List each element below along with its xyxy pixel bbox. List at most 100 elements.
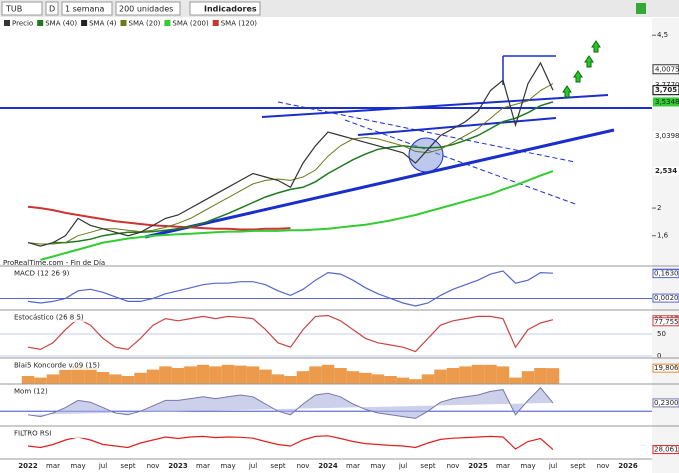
blai5-bar [346, 371, 360, 384]
x-tick-label: 2023 [168, 462, 188, 470]
x-tick-label: may [370, 462, 385, 470]
indicator-line [27, 435, 554, 451]
blai5-bar [359, 372, 372, 384]
blai5-bar [484, 364, 497, 384]
blai5-bar [409, 379, 422, 384]
blai5-bar [259, 369, 272, 384]
blai5-bar [384, 376, 397, 384]
y-tick-label: 2 [657, 204, 661, 212]
blai5-bar [134, 372, 147, 384]
blai5-bar [184, 366, 197, 384]
blai5-bar [521, 371, 535, 384]
panel-title: FILTRO RSI [14, 430, 51, 438]
x-tick-label: jul [248, 462, 257, 470]
x-tick-label: sept [270, 462, 285, 470]
x-tick-label: nov [297, 462, 310, 470]
mom-line [27, 387, 554, 419]
price-label-bg [653, 131, 679, 141]
icon[interactable] [636, 3, 646, 14]
mode-box[interactable] [45, 1, 59, 16]
x-tick-label: 2025 [468, 462, 488, 470]
blai5-bar [221, 364, 235, 384]
x-tick-label: jul [398, 462, 407, 470]
value-label: 19,806 [654, 364, 679, 372]
y-tick-label: 1,6 [657, 232, 669, 240]
units: 200 unidades [119, 5, 173, 14]
x-tick-label: mar [496, 462, 510, 470]
panel-title: Mom (12) [14, 388, 48, 396]
blai5-bar [546, 368, 560, 384]
blai5-bar [446, 368, 460, 384]
sma-200 [40, 170, 554, 261]
trend-lines [0, 40, 652, 239]
y-tick-label: 50 [657, 330, 666, 338]
blai5-bar [46, 374, 60, 384]
blai5-bar [271, 374, 285, 384]
value-label: 0,1630 [654, 270, 679, 278]
price-label-bg [653, 166, 679, 176]
x-tick-label: sept [570, 462, 585, 470]
symbol-box[interactable] [1, 1, 43, 16]
interval-box[interactable] [61, 1, 113, 16]
blai5-bar [109, 374, 122, 384]
blai5-bar [309, 366, 322, 384]
sma-40 [53, 101, 554, 244]
blai5-bar [421, 374, 435, 384]
price-line [27, 61, 554, 247]
indicators: Indicadores [204, 5, 257, 14]
x-tick-label: sept [420, 462, 435, 470]
y-tick-label: 0 [657, 352, 661, 360]
sma-120 [27, 205, 291, 231]
legend-entry: SMA (40) [45, 20, 77, 28]
x-tick-label: mar [46, 462, 60, 470]
y-tick-label: 4,5 [657, 31, 668, 39]
blai5-bar [96, 372, 110, 384]
panel-title: Blai5 Koncorde v.09 (15) [14, 362, 100, 370]
blai5-bar [246, 366, 260, 384]
x-tick-label: nov [447, 462, 460, 470]
indicator-line [27, 314, 554, 353]
panel-title-bg [2, 387, 110, 396]
panel-title-bg [2, 429, 110, 438]
legend-entry: SMA (4) [89, 20, 117, 28]
blai5-bar [146, 369, 160, 384]
blai5-bar [334, 368, 347, 384]
x-tick-label: jul [548, 462, 557, 470]
x-tick-label: nov [147, 462, 160, 470]
blai5-bar [496, 366, 510, 384]
blai5-bar [296, 371, 310, 384]
value-label: 77,755 [654, 318, 679, 326]
symbol: TUB [5, 5, 22, 14]
sma-20 [27, 83, 554, 245]
panel-title: MACD (12 26 9) [14, 270, 70, 278]
price-label: 2,534 [655, 167, 677, 175]
mode: D [49, 5, 55, 14]
legend-entry: Precio [12, 20, 33, 28]
value-label-bg [652, 398, 679, 408]
x-tick-label: 2024 [318, 462, 338, 470]
legend-swatch [4, 20, 10, 26]
units-box[interactable] [115, 1, 181, 16]
panel-title: Estocástico (26 8 5) [14, 314, 84, 322]
blai5-bar [34, 377, 47, 384]
x-tick-label: jul [98, 462, 107, 470]
legend-entry: SMA (200) [172, 20, 209, 28]
blai5-bar [21, 376, 35, 384]
price-label-bg [652, 85, 679, 96]
panel-title-bg [2, 269, 110, 278]
value-label: 28,061 [654, 446, 679, 454]
indicators-button[interactable] [189, 1, 261, 16]
panel-title-bg [2, 361, 110, 370]
value-label-bg [652, 363, 679, 373]
legend-swatch [37, 20, 44, 26]
panel-title-bg [2, 313, 110, 322]
value-label-bg [652, 269, 679, 279]
blai5-bar [534, 368, 547, 384]
x-tick-label: 2022 [18, 462, 38, 470]
x-tick-label: may [220, 462, 235, 470]
price-label: 4,00759 [655, 65, 679, 73]
legend-swatch [164, 20, 171, 26]
source: ProRealTime.com - Fin de Día [3, 259, 105, 267]
blai5-bar [196, 364, 210, 384]
